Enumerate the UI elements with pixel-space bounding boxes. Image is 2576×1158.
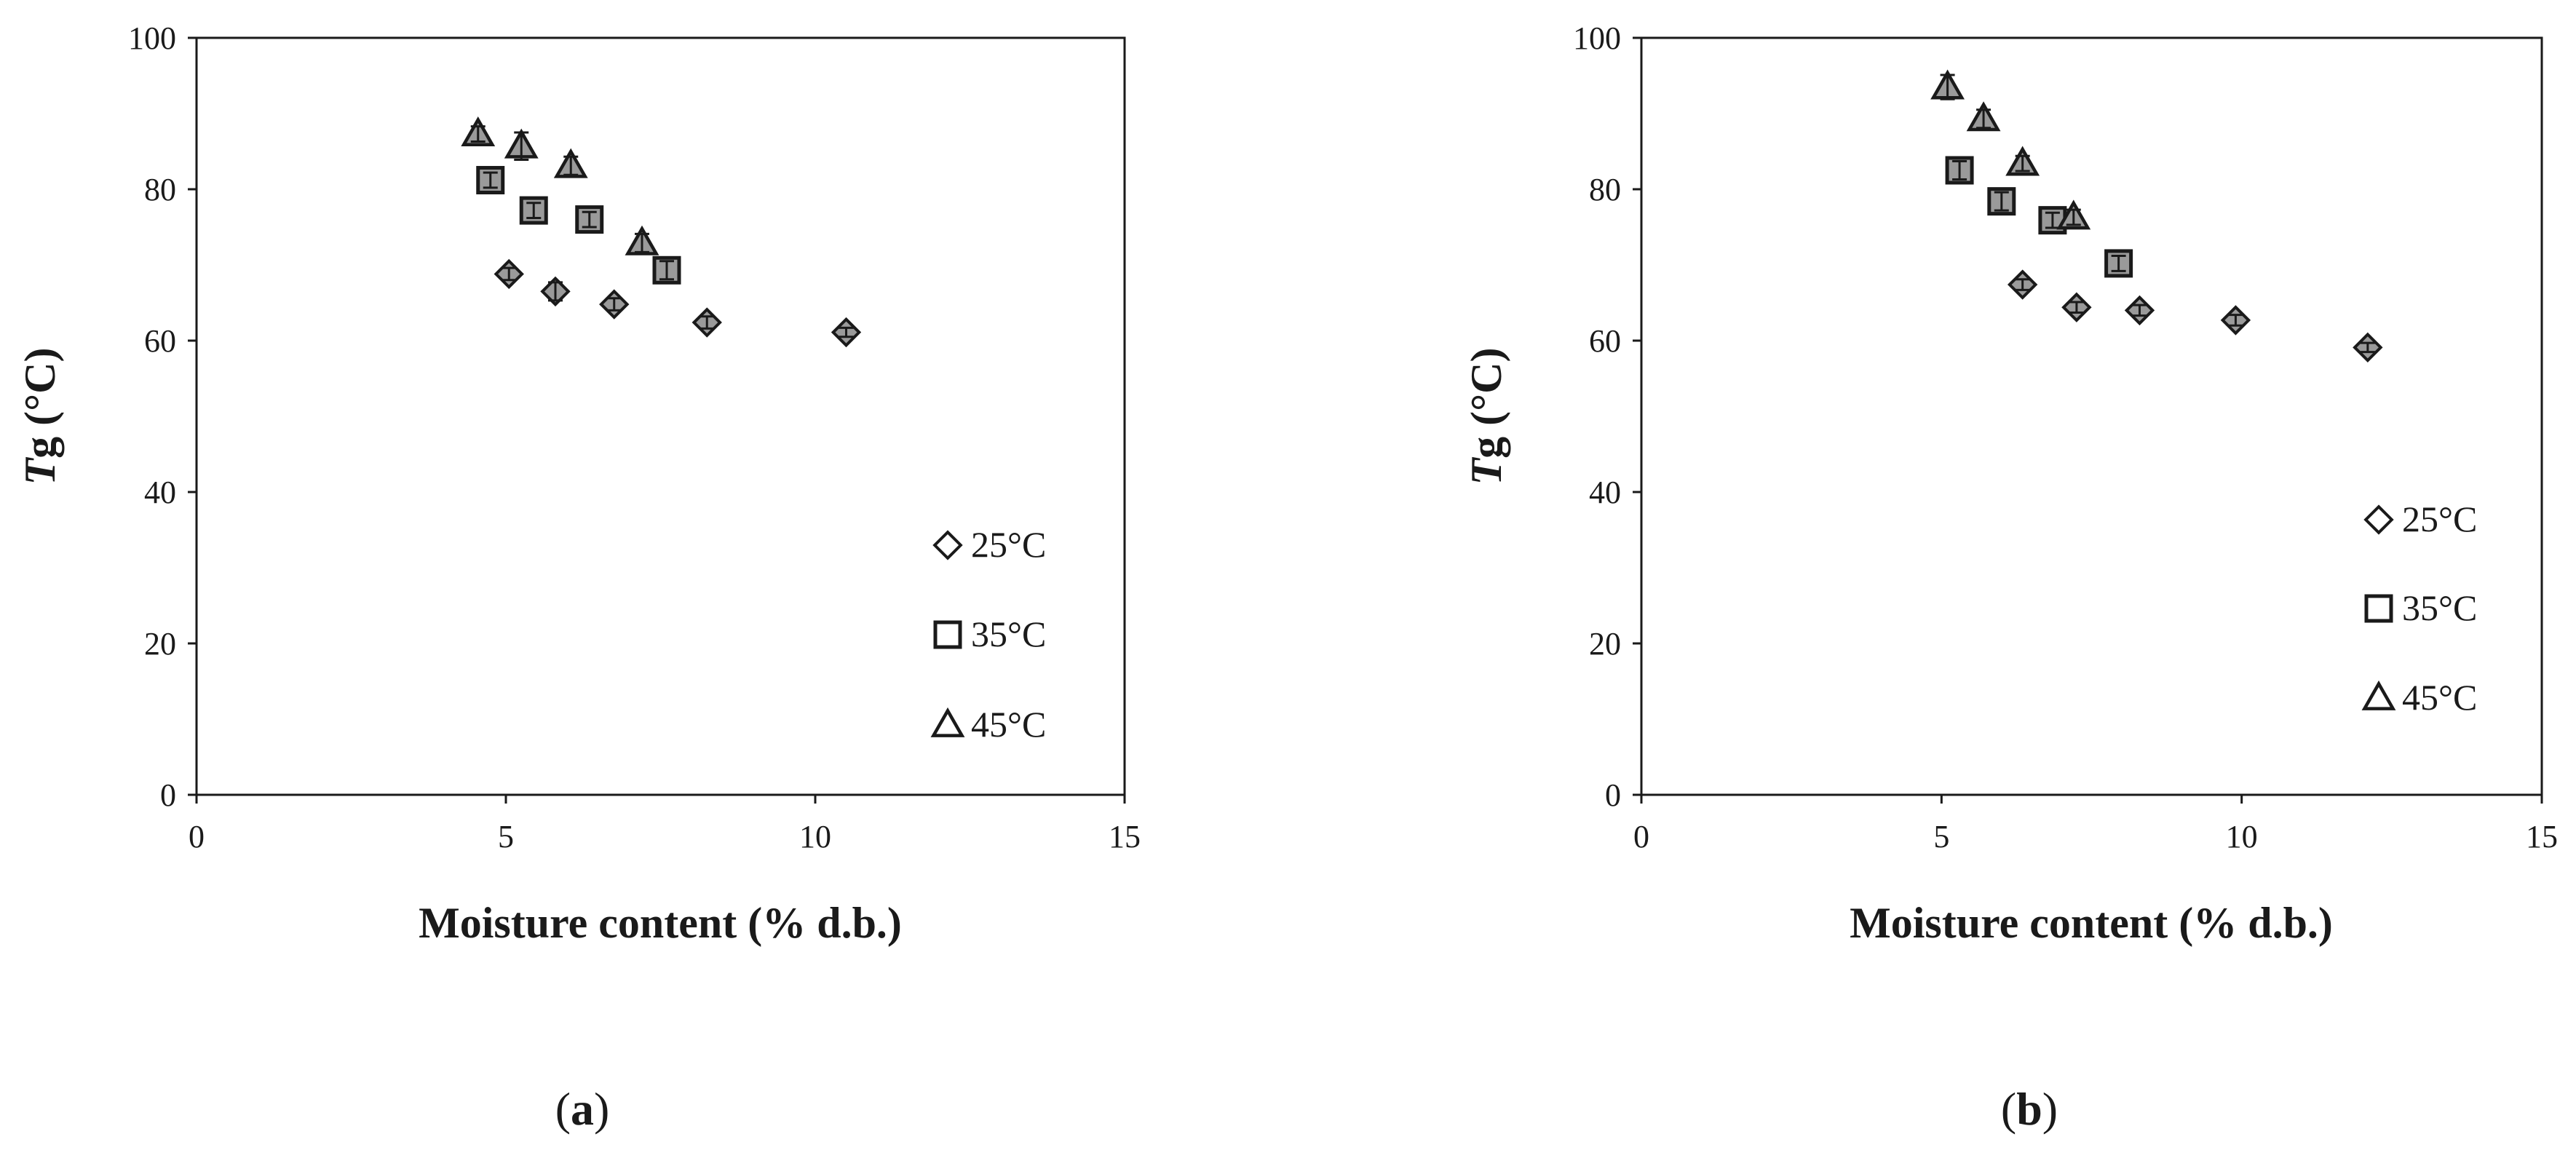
y-tick-label: 20 xyxy=(1589,626,1621,662)
legend-marker-square xyxy=(933,620,962,649)
x-tick-label: 0 xyxy=(1633,819,1649,854)
chart-panel-a: 0 20 40 60 80 100 0 5 10 15 Moisture content (% d.… xyxy=(16,20,1141,1135)
legend-marker-diamond xyxy=(2363,504,2394,535)
x-axis-title: Moisture content (% d.b.) xyxy=(1850,899,2333,947)
series-square xyxy=(1945,156,2133,278)
series-triangle xyxy=(461,116,659,255)
plot-area xyxy=(1640,36,2543,796)
series-diamond xyxy=(2007,269,2383,363)
y-axis-title: Tg (°C) xyxy=(16,348,64,485)
x-tick-label: 10 xyxy=(2226,819,2258,854)
chart-panel-b: 0 20 40 60 80 100 0 5 10 15 Moisture content (% d.… xyxy=(1462,20,2558,1135)
legend-marker-triangle xyxy=(930,707,965,737)
y-tick-label: 60 xyxy=(144,323,176,359)
legend-label: 45°C xyxy=(971,704,1046,745)
y-tick-label: 40 xyxy=(144,475,176,510)
series-diamond xyxy=(494,258,862,348)
x-axis-title: Moisture content (% d.b.) xyxy=(419,899,902,947)
legend: 25°C 35°C 45°C xyxy=(2361,499,2477,718)
legend-marker-square xyxy=(2364,594,2393,623)
y-axis-title: Tg (°C) xyxy=(1462,348,1510,485)
legend-label: 25°C xyxy=(971,524,1046,565)
y-tick-label: 80 xyxy=(144,172,176,207)
legend-label: 35°C xyxy=(2402,587,2477,628)
y-tick-label: 60 xyxy=(1589,323,1621,359)
series-triangle xyxy=(1930,69,2091,230)
legend-label: 25°C xyxy=(2402,499,2477,539)
y-tick-label: 100 xyxy=(1573,20,1621,56)
x-tick-label: 15 xyxy=(1109,819,1141,854)
x-tick-label: 15 xyxy=(2526,819,2558,854)
y-tick-label: 100 xyxy=(128,20,176,56)
panel-label: (a) xyxy=(555,1083,610,1135)
y-tick-label: 80 xyxy=(1589,172,1621,207)
legend: 25°C 35°C 45°C xyxy=(930,524,1046,745)
x-tick-label: 5 xyxy=(498,819,514,854)
x-tick-label: 5 xyxy=(1933,819,1949,854)
y-tick-label: 40 xyxy=(1589,475,1621,510)
y-tick-label: 0 xyxy=(1605,777,1621,813)
legend-label: 35°C xyxy=(971,614,1046,654)
y-tick-label: 0 xyxy=(160,777,176,813)
x-tick-label: 10 xyxy=(799,819,831,854)
panel-label: (b) xyxy=(2001,1083,2058,1135)
legend-marker-triangle xyxy=(2361,680,2396,710)
plot-area xyxy=(195,36,1126,796)
legend-label: 45°C xyxy=(2402,677,2477,718)
y-tick-label: 20 xyxy=(144,626,176,662)
series-square xyxy=(476,166,681,285)
x-tick-label: 0 xyxy=(189,819,205,854)
legend-marker-diamond xyxy=(932,530,963,560)
